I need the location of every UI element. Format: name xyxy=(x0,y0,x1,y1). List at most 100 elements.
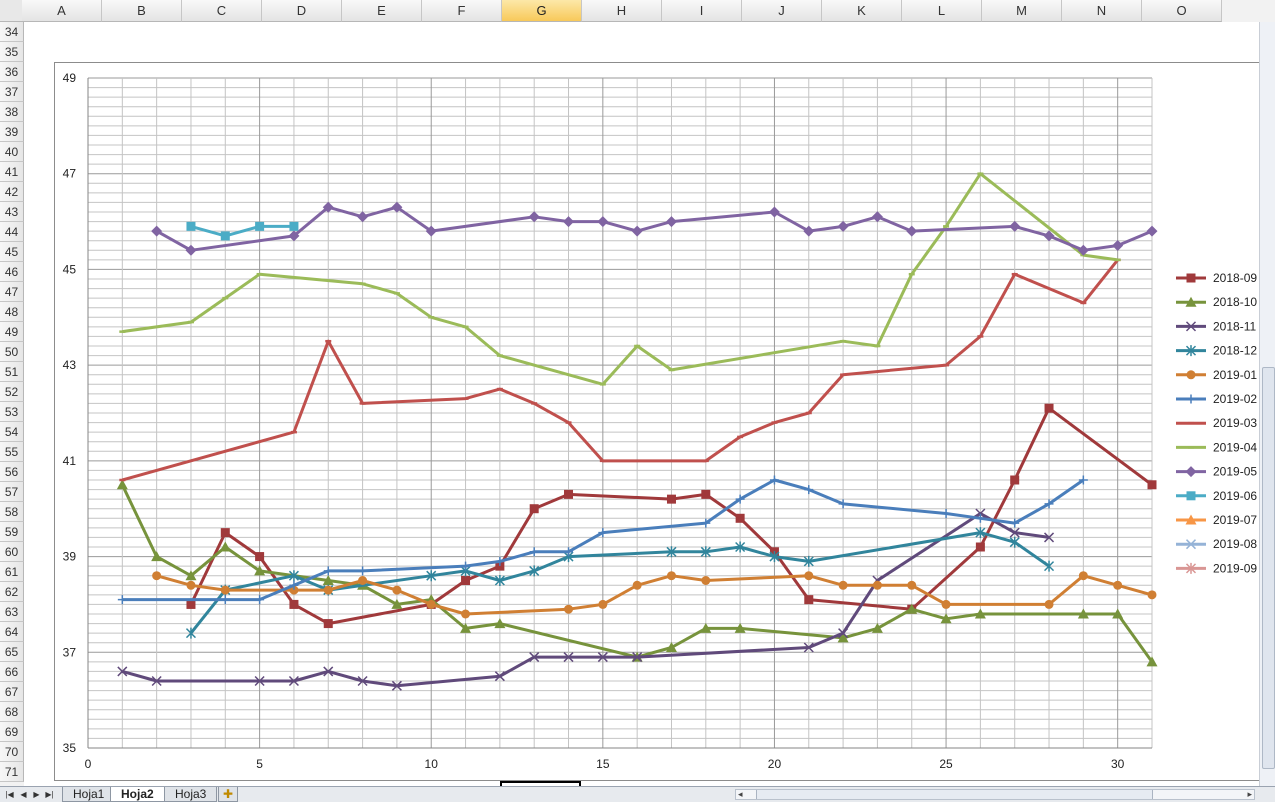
line-chart[interactable]: 35 37 39 41 43 45 47 49 0 5 10 15 20 25 30 2018-09 2018-… xyxy=(55,63,1259,780)
row-header-41[interactable]: 41 xyxy=(0,162,24,182)
data-point-201810 xyxy=(460,622,472,633)
series-line-201811[interactable] xyxy=(121,512,1050,688)
series-line-201906[interactable] xyxy=(190,224,294,238)
column-header-e[interactable]: E xyxy=(342,0,422,22)
sheet-tab-hoja3[interactable]: Hoja3 xyxy=(164,787,218,802)
row-header-35[interactable]: 35 xyxy=(0,42,24,62)
data-point-201812 xyxy=(185,627,196,639)
sheet-tab-hoja2[interactable]: Hoja2 xyxy=(110,787,165,802)
column-header-d[interactable]: D xyxy=(262,0,342,22)
data-point-201905 xyxy=(185,244,197,256)
row-header-37[interactable]: 37 xyxy=(0,82,24,102)
data-point-201901 xyxy=(392,585,402,595)
row-header-46[interactable]: 46 xyxy=(0,262,24,282)
row-header-50[interactable]: 50 xyxy=(0,342,24,362)
sheet-tab-hoja1[interactable]: Hoja1 xyxy=(62,787,116,802)
row-header-48[interactable]: 48 xyxy=(0,302,24,322)
series-line-201905[interactable] xyxy=(155,205,1153,252)
row-header-52[interactable]: 52 xyxy=(0,382,24,402)
data-point-201905 xyxy=(528,211,540,223)
row-header-44[interactable]: 44 xyxy=(0,222,24,242)
vertical-scroll-thumb[interactable] xyxy=(1262,367,1275,769)
data-point-201809 xyxy=(804,595,814,605)
row-header-57[interactable]: 57 xyxy=(0,482,24,502)
row-header-51[interactable]: 51 xyxy=(0,362,24,382)
data-point-201809 xyxy=(1044,403,1054,413)
row-header-58[interactable]: 58 xyxy=(0,502,24,522)
column-header-f[interactable]: F xyxy=(422,0,502,22)
row-header-61[interactable]: 61 xyxy=(0,562,24,582)
sheet-tab-bar: |◀ ◀ ▶ ▶| Hoja1 Hoja2 Hoja3 ✚ ◂ ▸ xyxy=(0,786,1275,802)
legend-label-201907: 2019-07 xyxy=(1213,513,1257,527)
column-header-m[interactable]: M xyxy=(982,0,1062,22)
next-sheet-icon[interactable]: ▶ xyxy=(33,790,40,799)
row-header-53[interactable]: 53 xyxy=(0,402,24,422)
data-point-201811 xyxy=(597,652,608,663)
data-point-201901 xyxy=(598,599,608,609)
row-header-60[interactable]: 60 xyxy=(0,542,24,562)
data-point-201811 xyxy=(494,671,505,682)
row-header-bar: 34 35 36 37 38 39 40 41 42 43 44 45 46 47 48 49 50 51 52 53… xyxy=(0,22,24,786)
column-header-l[interactable]: L xyxy=(902,0,982,22)
data-point-201812 xyxy=(666,546,677,558)
vertical-scrollbar[interactable] xyxy=(1259,22,1275,786)
row-header-42[interactable]: 42 xyxy=(0,182,24,202)
row-header-66[interactable]: 66 xyxy=(0,662,24,682)
horizontal-scrollbar[interactable]: ◂ ▸ xyxy=(735,789,1255,800)
last-sheet-icon[interactable]: ▶| xyxy=(45,790,54,799)
data-point-201901 xyxy=(804,571,814,581)
scroll-right-icon[interactable]: ▸ xyxy=(1247,789,1252,799)
column-header-j[interactable]: J xyxy=(742,0,822,22)
row-header-55[interactable]: 55 xyxy=(0,442,24,462)
data-point-201905 xyxy=(768,206,780,218)
data-point-201905 xyxy=(1009,220,1021,232)
row-header-67[interactable]: 67 xyxy=(0,682,24,702)
column-header-a[interactable]: A xyxy=(22,0,102,22)
row-header-47[interactable]: 47 xyxy=(0,282,24,302)
column-header-i[interactable]: I xyxy=(662,0,742,22)
column-header-g[interactable]: G xyxy=(502,0,582,22)
series-line-201809[interactable] xyxy=(189,406,1153,626)
row-header-56[interactable]: 56 xyxy=(0,462,24,482)
column-header-c[interactable]: C xyxy=(182,0,262,22)
data-point-201811 xyxy=(357,675,368,687)
column-header-k[interactable]: K xyxy=(822,0,902,22)
row-header-54[interactable]: 54 xyxy=(0,422,24,442)
data-point-201906 xyxy=(220,231,230,241)
data-point-201902 xyxy=(289,580,299,590)
scroll-left-icon[interactable]: ◂ xyxy=(738,789,743,799)
column-header-b[interactable]: B xyxy=(102,0,182,22)
row-header-39[interactable]: 39 xyxy=(0,122,24,142)
row-header-69[interactable]: 69 xyxy=(0,722,24,742)
data-point-201902 xyxy=(1078,475,1088,485)
row-header-70[interactable]: 70 xyxy=(0,742,24,762)
select-all-corner[interactable] xyxy=(0,0,24,22)
legend-label-201906: 2019-06 xyxy=(1213,489,1257,503)
row-header-59[interactable]: 59 xyxy=(0,522,24,542)
column-header-h[interactable]: H xyxy=(582,0,662,22)
row-header-62[interactable]: 62 xyxy=(0,582,24,602)
horizontal-scroll-thumb[interactable] xyxy=(756,790,1153,799)
row-header-45[interactable]: 45 xyxy=(0,242,24,262)
row-header-64[interactable]: 64 xyxy=(0,622,24,642)
row-header-43[interactable]: 43 xyxy=(0,202,24,222)
row-header-71[interactable]: 71 xyxy=(0,762,24,782)
row-header-65[interactable]: 65 xyxy=(0,642,24,662)
column-header-n[interactable]: N xyxy=(1062,0,1142,22)
worksheet-area[interactable]: 35 37 39 41 43 45 47 49 0 5 10 15 20 25 30 2018-09 2018-… xyxy=(24,22,1259,786)
row-header-38[interactable]: 38 xyxy=(0,102,24,122)
row-header-36[interactable]: 36 xyxy=(0,62,24,82)
row-header-49[interactable]: 49 xyxy=(0,322,24,342)
data-point-201901 xyxy=(186,580,196,590)
data-point-201811 xyxy=(323,666,334,677)
insert-sheet-icon[interactable]: ✚ xyxy=(218,787,239,802)
row-header-34[interactable]: 34 xyxy=(0,22,24,42)
chart-container[interactable]: 35 37 39 41 43 45 47 49 0 5 10 15 20 25 30 2018-09 2018-… xyxy=(54,62,1259,781)
first-sheet-icon[interactable]: |◀ xyxy=(5,790,14,799)
row-header-63[interactable]: 63 xyxy=(0,602,24,622)
row-header-68[interactable]: 68 xyxy=(0,702,24,722)
row-header-40[interactable]: 40 xyxy=(0,142,24,162)
prev-sheet-icon[interactable]: ◀ xyxy=(20,790,27,799)
column-header-o[interactable]: O xyxy=(1142,0,1222,22)
data-point-201902 xyxy=(461,561,471,571)
